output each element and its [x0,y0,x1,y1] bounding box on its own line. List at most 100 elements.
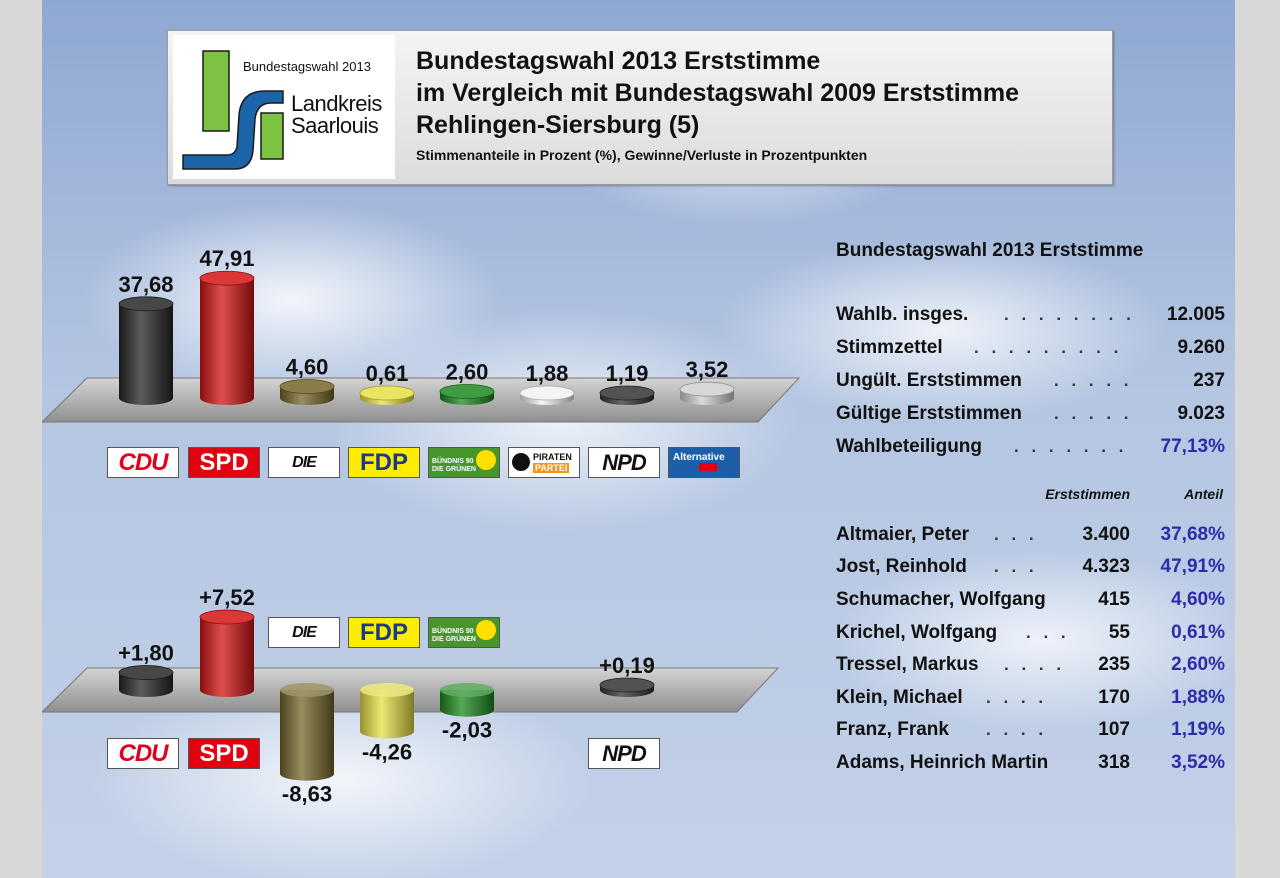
change-bar-fdp-body [360,690,414,739]
bar-spd-top [199,270,255,286]
leader-dots: . . . . [986,720,1048,739]
bar-cdu-top [118,296,174,312]
candidate-name: Krichel, Wolfgang [836,622,998,643]
candidate-name: Adams, Heinrich Martin [836,752,1049,773]
logo-piraten: PIRATEN PARTEI [508,447,580,478]
logo-fdp: FDP [348,447,420,478]
stat-label: Stimmzettel [836,337,943,358]
change-bar-npd: +0,19 [599,653,655,697]
logo-spd-2: SPD [188,738,260,769]
bar-afd: 3,52 [679,357,735,405]
change-bar-dielinke-top [280,683,334,697]
logo-text-saarlouis: Saarlouis [291,113,379,138]
change-bar-grne: -2,03 [440,683,494,743]
logo-cdu: CDU [107,447,179,478]
bar-grne-label: 2,60 [446,360,489,385]
bar-npd: 1,19 [599,361,655,405]
bar-grne: 2,60 [439,360,495,405]
bar-dielinke-top [279,379,335,394]
candidate-name: Schumacher, Wolfgang [836,589,1046,610]
logo-cdu-2: CDU [107,738,179,769]
bar-piraten-top [519,385,575,401]
bar-afd-top [679,381,735,397]
header-panel: Bundestagswahl 2013 Landkreis Saarlouis … [167,30,1113,185]
stat-value: 12.005 [1166,304,1225,325]
page-title-line2: im Vergleich mit Bundestagswahl 2009 Ers… [416,79,1020,107]
bar-spd: 47,91 [199,246,255,405]
candidate-name: Tressel, Markus [836,654,979,675]
bar-npd-top [599,385,655,401]
bar-cdu-body [119,303,173,405]
bar-spd-label: 47,91 [199,246,254,271]
leader-dots: . . . [994,557,1038,576]
bar-npd-label: 1,19 [606,361,649,386]
change-bar-cdu-label: +1,80 [118,641,174,666]
leader-dots: . . . . . . . [1014,437,1128,456]
stat-label: Ungült. Erststimmen [836,370,1022,391]
candidate-name: Altmaier, Peter [836,524,970,545]
landkreis-logo: Bundestagswahl 2013 Landkreis Saarlouis [173,35,395,179]
stat-value: 237 [1193,370,1225,391]
logo-npd-2: NPD [588,738,660,769]
logo-afd: Alternative [668,447,740,478]
bar-cdu-label: 37,68 [118,272,173,297]
candidate-votes: 3.400 [1082,524,1130,545]
candidate-votes: 107 [1098,719,1130,740]
change-bar-grne-top [440,683,494,697]
bar-fdp-top [359,385,415,401]
candidate-share: 1,88% [1171,687,1225,708]
bar-fdp: 0,61 [359,361,415,405]
candidate-votes: 55 [1108,622,1130,643]
landkreis-emblem-icon [182,50,284,170]
chart2-bars: +1,80 +7,52 -8,63 -4,26 -2,03 +0,19 [118,585,655,807]
leader-dots: . . . . . [1054,404,1133,423]
page-subtitle: Stimmenanteile in Prozent (%), Gewinne/V… [416,147,868,163]
bar-dielinke: 4,60 [279,355,335,405]
bar-afd-label: 3,52 [686,357,729,382]
candidate-votes: 4.323 [1082,556,1130,577]
change-bar-npd-top [599,677,655,693]
change-bar-dielinke: -8,63 [280,683,334,807]
candidate-votes: 235 [1098,654,1130,675]
column-header-votes: Erststimmen [1045,486,1130,502]
logo-text-landkreis: Landkreis [291,91,382,116]
logo-npd: NPD [588,447,660,478]
bar-fdp-label: 0,61 [366,361,409,386]
stat-label: Gültige Erststimmen [836,403,1022,424]
change-bar-spd-body [200,617,254,697]
candidate-share: 1,19% [1171,719,1225,740]
stats-panel: Bundestagswahl 2013 Erststimme Wahlb. in… [836,0,1235,878]
logo-year: Bundestagswahl 2013 [243,59,371,74]
poster: Bundestagswahl 2013 Landkreis Saarlouis … [42,0,1235,878]
leader-dots: . . . . . [1054,371,1133,390]
turnout-value: 77,13% [1160,436,1225,457]
change-bar-spd-label: +7,52 [199,585,255,610]
leader-dots: . . . [1026,623,1070,642]
leader-dots: . . . . [1004,655,1066,674]
change-bar-grne-body [440,690,494,717]
pirate-sail-icon [512,453,530,471]
logo-linke: DIE LINKE. [268,447,340,478]
change-bar-fdp-label: -4,26 [362,739,412,764]
change-bar-spd: +7,52 [199,585,255,697]
candidate-name: Klein, Michael [836,687,963,708]
logo-fdp-2: FDP [348,617,420,648]
candidate-name: Franz, Frank [836,719,949,740]
candidate-votes: 318 [1098,752,1130,773]
bar-cdu: 37,68 [118,272,174,405]
stat-label: Wahlb. insges. [836,304,969,325]
candidate-share: 4,60% [1171,589,1225,610]
bar-piraten: 1,88 [519,361,575,405]
candidate-share: 3,52% [1171,752,1225,773]
logo-gruene-2: BÜNDNIS 90 DIE GRÜNEN [428,617,500,648]
bar-spd-body [200,278,254,405]
stat-value: 9.260 [1177,337,1225,358]
candidate-votes: 170 [1098,687,1130,708]
change-bar-dielinke-body [280,690,334,781]
candidate-share: 47,91% [1160,556,1225,577]
candidate-share: 0,61% [1171,622,1225,643]
change-bar-npd-label: +0,19 [599,653,655,678]
leader-dots: . . . . . . . . [1004,305,1135,324]
page-title-line1: Bundestagswahl 2013 Erststimme [416,47,821,75]
bar-piraten-label: 1,88 [526,361,569,386]
